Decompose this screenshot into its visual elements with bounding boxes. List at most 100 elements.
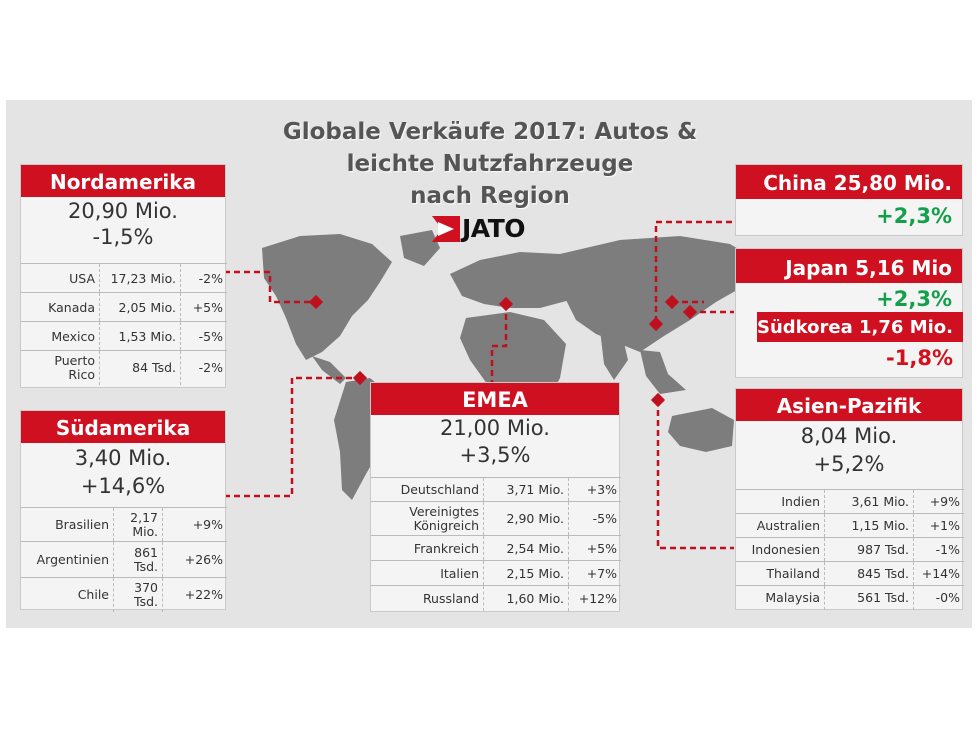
country-pct: +12% bbox=[568, 585, 621, 611]
country-name: Australien bbox=[736, 513, 825, 538]
country-pct: -0% bbox=[913, 585, 964, 610]
jato-logo-text: JATO bbox=[462, 214, 526, 243]
title-line-1: Globale Verkäufe 2017: Autos & bbox=[282, 119, 698, 145]
table-row: Vereinigtes Königreich 2,90 Mio. -5% bbox=[371, 501, 621, 536]
country-pct: +5% bbox=[180, 292, 227, 322]
country-value: 861 Tsd. bbox=[113, 541, 163, 578]
table-row: Malaysia 561 Tsd. -0% bbox=[736, 585, 964, 610]
country-value: 3,61 Mio. bbox=[824, 489, 914, 514]
country-value: 2,15 Mio. bbox=[483, 560, 569, 586]
country-name: Deutschland bbox=[371, 477, 484, 502]
table-row: Brasilien 2,17 Mio. +9% bbox=[21, 507, 227, 542]
country-pct: +1% bbox=[913, 513, 964, 538]
connector-emea bbox=[490, 304, 508, 382]
marker-suedkorea bbox=[682, 304, 698, 320]
north-america-shape bbox=[262, 234, 392, 360]
country-name: Italien bbox=[371, 560, 484, 586]
table-row: Argentinien 861 Tsd. +26% bbox=[21, 541, 227, 578]
title-line-2: leichte Nutzfahrzeuge bbox=[346, 151, 634, 177]
marker-nordamerika bbox=[308, 294, 324, 310]
country-pct: +3% bbox=[568, 477, 621, 502]
southeast-asia-shape bbox=[640, 350, 686, 394]
region-change: +5,2% bbox=[813, 452, 885, 476]
card-asien-pazifik: Asien-Pazifik 8,04 Mio. +5,2% Indien 3,61… bbox=[735, 388, 964, 610]
table-row: Australien 1,15 Mio. +1% bbox=[736, 513, 964, 538]
table-row: Mexico 1,53 Mio. -5% bbox=[21, 321, 227, 351]
country-value: 3,71 Mio. bbox=[483, 477, 569, 502]
country-value: 2,05 Mio. bbox=[99, 292, 181, 322]
country-table: Brasilien 2,17 Mio. +9% Argentinien 861 Tsd… bbox=[21, 507, 227, 612]
table-row: Indonesien 987 Tsd. -1% bbox=[736, 537, 964, 562]
table-row: USA 17,23 Mio. -2% bbox=[21, 263, 227, 293]
country-name: Mexico bbox=[21, 321, 100, 351]
country-value: 2,54 Mio. bbox=[483, 535, 569, 561]
country-name: Malaysia bbox=[736, 585, 825, 610]
region-total: 8,04 Mio. bbox=[800, 424, 898, 448]
country-pct: -2% bbox=[180, 263, 227, 293]
country-name: Indonesien bbox=[736, 537, 825, 562]
jato-logo-icon bbox=[432, 216, 460, 242]
country-name: Chile bbox=[21, 577, 114, 612]
card-header: Asien-Pazifik bbox=[736, 389, 962, 421]
country-pct: +26% bbox=[162, 541, 227, 578]
table-row: Russland 1,60 Mio. +12% bbox=[371, 585, 621, 611]
australia-shape bbox=[668, 408, 734, 452]
table-row: Thailand 845 Tsd. +14% bbox=[736, 561, 964, 586]
country-pct: +9% bbox=[162, 507, 227, 542]
region-markers bbox=[308, 294, 698, 408]
country-pct: +14% bbox=[913, 561, 964, 586]
country-name: Puerto Rico bbox=[21, 350, 100, 385]
card-header: Südkorea 1,76 Mio. bbox=[757, 312, 963, 342]
region-change: +14,6% bbox=[80, 474, 166, 498]
country-name: Brasilien bbox=[21, 507, 114, 542]
table-row: Indien 3,61 Mio. +9% bbox=[736, 489, 964, 514]
country-pct: +5% bbox=[568, 535, 621, 561]
country-value: 1,15 Mio. bbox=[824, 513, 914, 538]
country-value: 845 Tsd. bbox=[824, 561, 914, 586]
card-header: China 25,80 Mio. bbox=[736, 165, 962, 199]
table-row: Deutschland 3,71 Mio. +3% bbox=[371, 477, 621, 502]
card-header: EMEA bbox=[371, 383, 619, 415]
country-name: Russland bbox=[371, 585, 484, 611]
country-value: 987 Tsd. bbox=[824, 537, 914, 562]
region-change: +2,3% bbox=[876, 204, 952, 228]
country-pct: +22% bbox=[162, 577, 227, 612]
country-pct: -5% bbox=[180, 321, 227, 351]
central-america-shape bbox=[312, 356, 346, 384]
table-row: Puerto Rico 84 Tsd. -2% bbox=[21, 350, 227, 385]
country-value: 1,53 Mio. bbox=[99, 321, 181, 351]
connector-nordamerika bbox=[224, 270, 316, 304]
region-total: 20,90 Mio. bbox=[68, 199, 178, 223]
card-header: Nordamerika bbox=[21, 165, 225, 197]
country-value: 1,60 Mio. bbox=[483, 585, 569, 611]
title-line-3: nach Region bbox=[410, 183, 570, 209]
region-change: +2,3% bbox=[876, 287, 952, 311]
connector-china bbox=[654, 220, 762, 324]
page-title: Globale Verkäufe 2017: Autos & leichte N… bbox=[270, 116, 710, 212]
region-change: -1,8% bbox=[886, 346, 953, 370]
asia-shape bbox=[560, 236, 760, 352]
greenland-shape bbox=[400, 230, 440, 266]
country-value: 84 Tsd. bbox=[99, 350, 181, 385]
region-change: +3,5% bbox=[459, 443, 531, 467]
region-change: -1,5% bbox=[92, 225, 154, 249]
table-row: Frankreich 2,54 Mio. +5% bbox=[371, 535, 621, 561]
country-pct: +7% bbox=[568, 560, 621, 586]
country-name: Thailand bbox=[736, 561, 825, 586]
card-nordamerika: Nordamerika 20,90 Mio. -1,5% USA 17,23 Mi… bbox=[20, 164, 227, 388]
region-total: 3,40 Mio. bbox=[74, 446, 172, 470]
table-row: Italien 2,15 Mio. +7% bbox=[371, 560, 621, 586]
card-china: China 25,80 Mio. +2,3% bbox=[735, 164, 963, 236]
country-name: Frankreich bbox=[371, 535, 484, 561]
marker-japan bbox=[664, 294, 680, 310]
marker-china bbox=[648, 316, 664, 332]
country-name: Kanada bbox=[21, 292, 100, 322]
region-total: 21,00 Mio. bbox=[440, 416, 550, 440]
table-row: Chile 370 Tsd. +22% bbox=[21, 577, 227, 612]
country-pct: -5% bbox=[568, 501, 621, 536]
country-pct: -1% bbox=[913, 537, 964, 562]
india-shape bbox=[600, 330, 628, 380]
country-name: USA bbox=[21, 263, 100, 293]
country-table: Deutschland 3,71 Mio. +3% Vereinigtes Köni… bbox=[371, 477, 621, 611]
country-value: 17,23 Mio. bbox=[99, 263, 181, 293]
